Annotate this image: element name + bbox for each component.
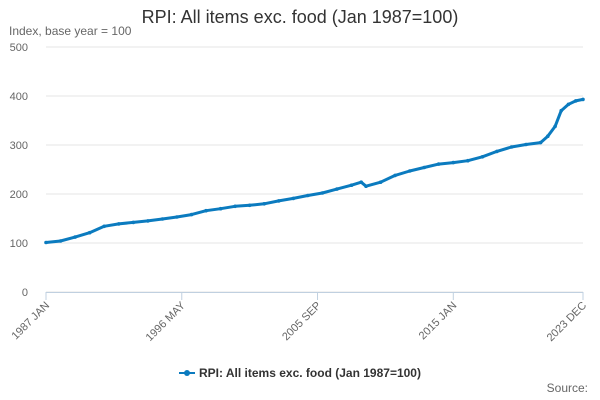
data-point[interactable] — [262, 202, 267, 206]
x-tick-label: 2015 JAN — [417, 300, 460, 343]
data-point[interactable] — [73, 235, 77, 239]
data-point[interactable] — [364, 184, 368, 188]
legend-item[interactable]: RPI: All items exc. food (Jan 1987=100) — [179, 366, 421, 380]
x-tick-label: 2023 DEC — [545, 300, 589, 344]
data-point[interactable] — [581, 97, 585, 102]
data-point[interactable] — [538, 140, 543, 145]
y-tick-label: 300 — [10, 140, 28, 152]
y-axis-label: Index, base year = 100 — [9, 24, 132, 38]
series-layer — [44, 97, 585, 245]
source-label: Source: — [546, 381, 588, 395]
data-point[interactable] — [58, 239, 63, 243]
x-axis: 1987 JAN 1996 MAY 2005 SEP 2015 JAN 2023 DEC — [9, 292, 589, 344]
data-point[interactable] — [436, 162, 441, 166]
data-point[interactable] — [335, 187, 339, 191]
data-point[interactable] — [291, 196, 296, 201]
series-line[interactable] — [44, 97, 585, 244]
data-point[interactable] — [320, 191, 325, 195]
data-point[interactable] — [247, 203, 252, 208]
y-tick-label: 200 — [10, 189, 28, 201]
data-point[interactable] — [218, 206, 223, 211]
data-point[interactable] — [146, 219, 150, 223]
data-point[interactable] — [480, 155, 485, 159]
y-tick-label: 400 — [10, 91, 28, 103]
data-point[interactable] — [160, 217, 165, 221]
y-tick-label: 100 — [10, 238, 28, 250]
chart-title: RPI: All items exc. food (Jan 1987=100) — [141, 7, 459, 27]
data-point[interactable] — [306, 193, 310, 198]
x-tick-label: 1996 MAY — [144, 299, 189, 344]
legend-line-marker-icon — [179, 368, 195, 378]
data-point[interactable] — [407, 169, 412, 173]
data-point[interactable] — [175, 215, 179, 219]
data-point[interactable] — [466, 158, 470, 163]
data-point[interactable] — [189, 212, 194, 217]
data-point[interactable] — [359, 180, 364, 184]
data-point[interactable] — [378, 180, 383, 184]
data-point[interactable] — [573, 99, 578, 103]
data-point[interactable] — [524, 142, 528, 147]
data-point[interactable] — [509, 145, 514, 149]
data-point[interactable] — [349, 183, 354, 187]
data-point[interactable] — [204, 208, 208, 213]
data-point[interactable] — [276, 199, 281, 203]
data-point[interactable] — [553, 124, 557, 129]
data-point[interactable] — [559, 108, 563, 113]
x-tick-label: 2005 SEP — [280, 300, 324, 344]
legend-label: RPI: All items exc. food (Jan 1987=100) — [199, 366, 421, 380]
data-point[interactable] — [393, 173, 397, 178]
legend: RPI: All items exc. food (Jan 1987=100) — [0, 366, 600, 381]
y-tick-label: 0 — [22, 287, 28, 299]
x-tick-label: 1987 JAN — [9, 300, 52, 343]
data-point[interactable] — [131, 220, 136, 225]
y-axis: 0 100 200 300 400 500 — [10, 42, 28, 299]
data-point[interactable] — [451, 160, 456, 165]
data-point[interactable] — [87, 230, 92, 235]
gridlines — [46, 46, 583, 293]
data-point[interactable] — [495, 149, 499, 154]
data-point[interactable] — [546, 134, 550, 138]
data-point[interactable] — [102, 224, 106, 229]
y-tick-label: 500 — [10, 42, 28, 54]
data-point[interactable] — [566, 102, 571, 107]
data-point[interactable] — [44, 240, 48, 245]
data-point[interactable] — [233, 204, 237, 209]
data-point[interactable] — [116, 222, 121, 226]
data-point[interactable] — [422, 165, 427, 170]
